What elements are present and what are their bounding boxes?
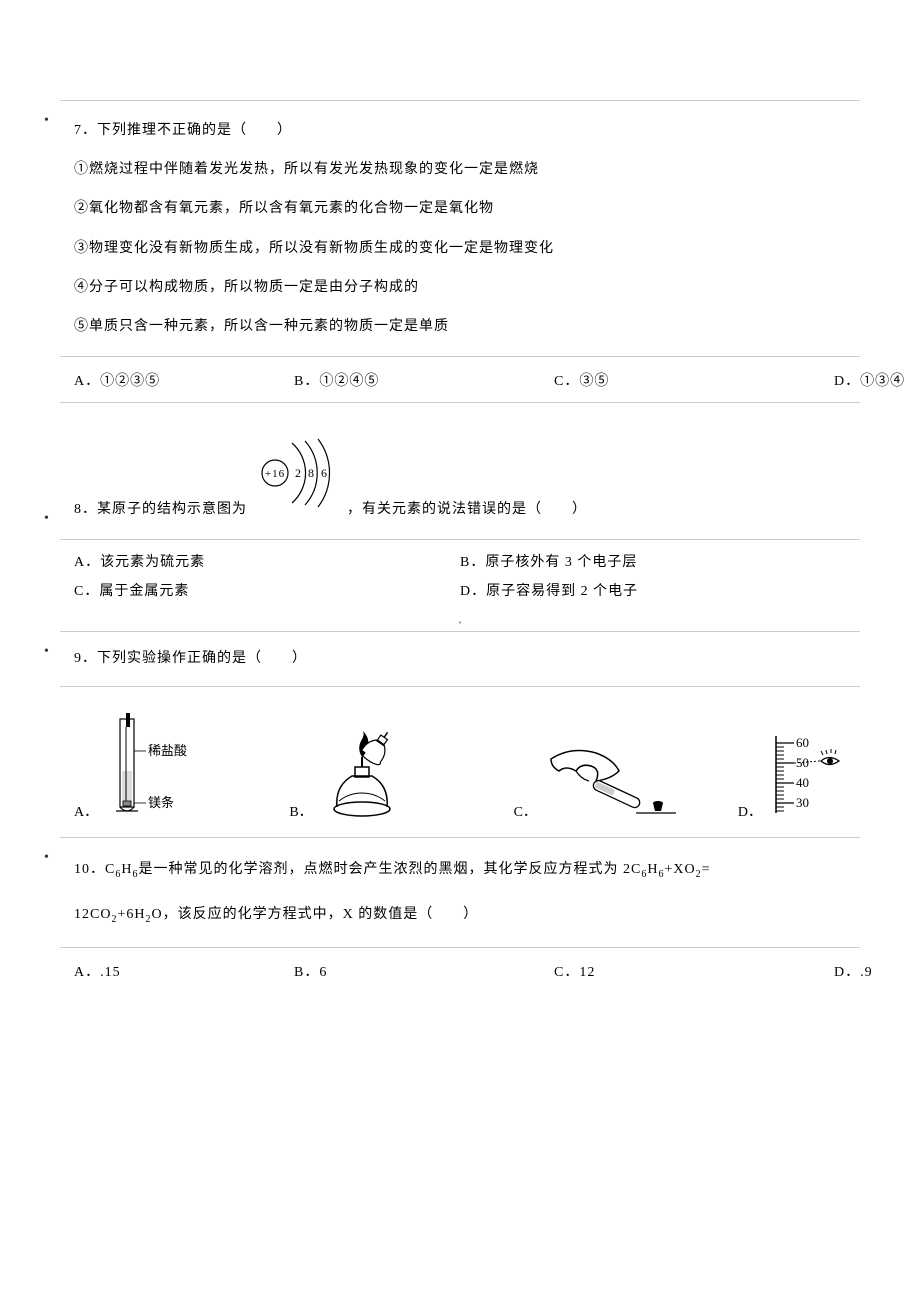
q9-stem: 9．下列实验操作正确的是（ ） [74,642,846,676]
q9-label-d: D． [738,801,762,821]
q9-option-a: A． 稀盐酸 镁条 [74,711,289,821]
svg-text:40: 40 [796,775,809,790]
q7-option-a: A．①②③⑤ [74,369,294,394]
svg-text:8: 8 [308,466,315,480]
label-dilute-acid: 稀盐酸 [148,743,187,758]
bullet-icon: • [44,511,49,527]
q8-option-c: C．属于金属元素 [74,577,460,606]
atom-nucleus-label: +16 [265,468,285,480]
page-container: • 7．下列推理不正确的是（ ） ①燃烧过程中伴随着发光发热，所以有发光发热现象… [0,0,920,1054]
q8-stem-pre: 8．某原子的结构示意图为 [74,493,247,527]
q9-option-c: C． [514,741,738,821]
question-8: • 8．某原子的结构示意图为 +16 2 8 6 ，有关元素的说 [60,402,860,540]
q7-option-d: D．①③④ [834,369,905,394]
page-divider-dot: ▪ [60,614,860,631]
question-9-content: 9．下列实验操作正确的是（ ） [60,632,860,686]
q9-option-b: B． [289,731,513,821]
alcohol-lamp-diagram [317,731,417,821]
q7-stem: 7．下列推理不正确的是（ ） [74,111,846,150]
q8-stem-post: ，有关元素的说法错误的是（ ） [347,493,587,527]
q10-option-d: D．.9 [834,960,873,985]
q9-label-a: A． [74,801,98,821]
question-9-options: A． 稀盐酸 镁条 B． [60,691,860,831]
q10-stem-line1: 10．C6H6是一种常见的化学溶剂，点燃时会产生浓烈的黑烟，其化学反应方程式为 … [74,848,846,893]
q10-stem-line2: 12CO2+6H2O，该反应的化学方程式中，X 的数值是（ ） [74,893,846,938]
q8-option-d: D．原子容易得到 2 个电子 [460,577,846,606]
label-magnesium: 镁条 [148,795,174,810]
question-8-content: 8．某原子的结构示意图为 +16 2 8 6 ，有关元素的说法错误的是（ ） [60,403,860,539]
test-tube-diagram: 稀盐酸 镁条 [102,711,192,821]
bullet-icon: • [44,644,49,660]
q7-statement-3: ③物理变化没有新物质生成，所以没有新物质生成的变化一定是物理变化 [74,229,846,268]
question-9: • 9．下列实验操作正确的是（ ） [60,631,860,687]
q10-option-a: A．.15 [74,960,294,985]
svg-text:2: 2 [295,466,302,480]
bullet-icon: • [44,113,49,129]
smelling-diagram [541,741,681,821]
question-7: • 7．下列推理不正确的是（ ） ①燃烧过程中伴随着发光发热，所以有发光发热现象… [60,100,860,357]
svg-text:6: 6 [321,466,328,480]
graduated-cylinder-diagram: 60 50 40 30 [766,731,846,821]
q8-option-a: A．该元素为硫元素 [74,548,460,577]
svg-text:60: 60 [796,735,809,750]
question-10: • 10．C6H6是一种常见的化学溶剂，点燃时会产生浓烈的黑烟，其化学反应方程式… [60,837,860,949]
bullet-icon: • [44,850,49,866]
question-10-options: A．.15 B．6 C．12 D．.9 [60,952,860,993]
q7-option-c: C．③⑤ [554,369,834,394]
q7-option-b: B．①②④⑤ [294,369,554,394]
q10-option-c: C．12 [554,960,834,985]
q7-statement-5: ⑤单质只含一种元素，所以含一种元素的物质一定是单质 [74,307,846,346]
q8-option-b: B．原子核外有 3 个电子层 [460,548,846,577]
atom-structure-diagram: +16 2 8 6 [247,413,347,527]
q7-statement-1: ①燃烧过程中伴随着发光发热，所以有发光发热现象的变化一定是燃烧 [74,150,846,189]
svg-text:30: 30 [796,795,809,810]
question-7-content: 7．下列推理不正确的是（ ） ①燃烧过程中伴随着发光发热，所以有发光发热现象的变… [60,101,860,356]
question-8-options: A．该元素为硫元素 B．原子核外有 3 个电子层 C．属于金属元素 D．原子容易… [60,544,860,614]
q9-label-c: C． [514,801,537,821]
q9-option-d: D． 60 50 40 30 [738,731,846,821]
question-10-content: 10．C6H6是一种常见的化学溶剂，点燃时会产生浓烈的黑烟，其化学反应方程式为 … [60,838,860,948]
q7-statement-4: ④分子可以构成物质，所以物质一定是由分子构成的 [74,268,846,307]
question-7-options: A．①②③⑤ B．①②④⑤ C．③⑤ D．①③④ [60,361,860,402]
q9-label-b: B． [289,801,312,821]
q10-option-b: B．6 [294,960,554,985]
q7-statement-2: ②氧化物都含有氧元素，所以含有氧元素的化合物一定是氧化物 [74,189,846,228]
